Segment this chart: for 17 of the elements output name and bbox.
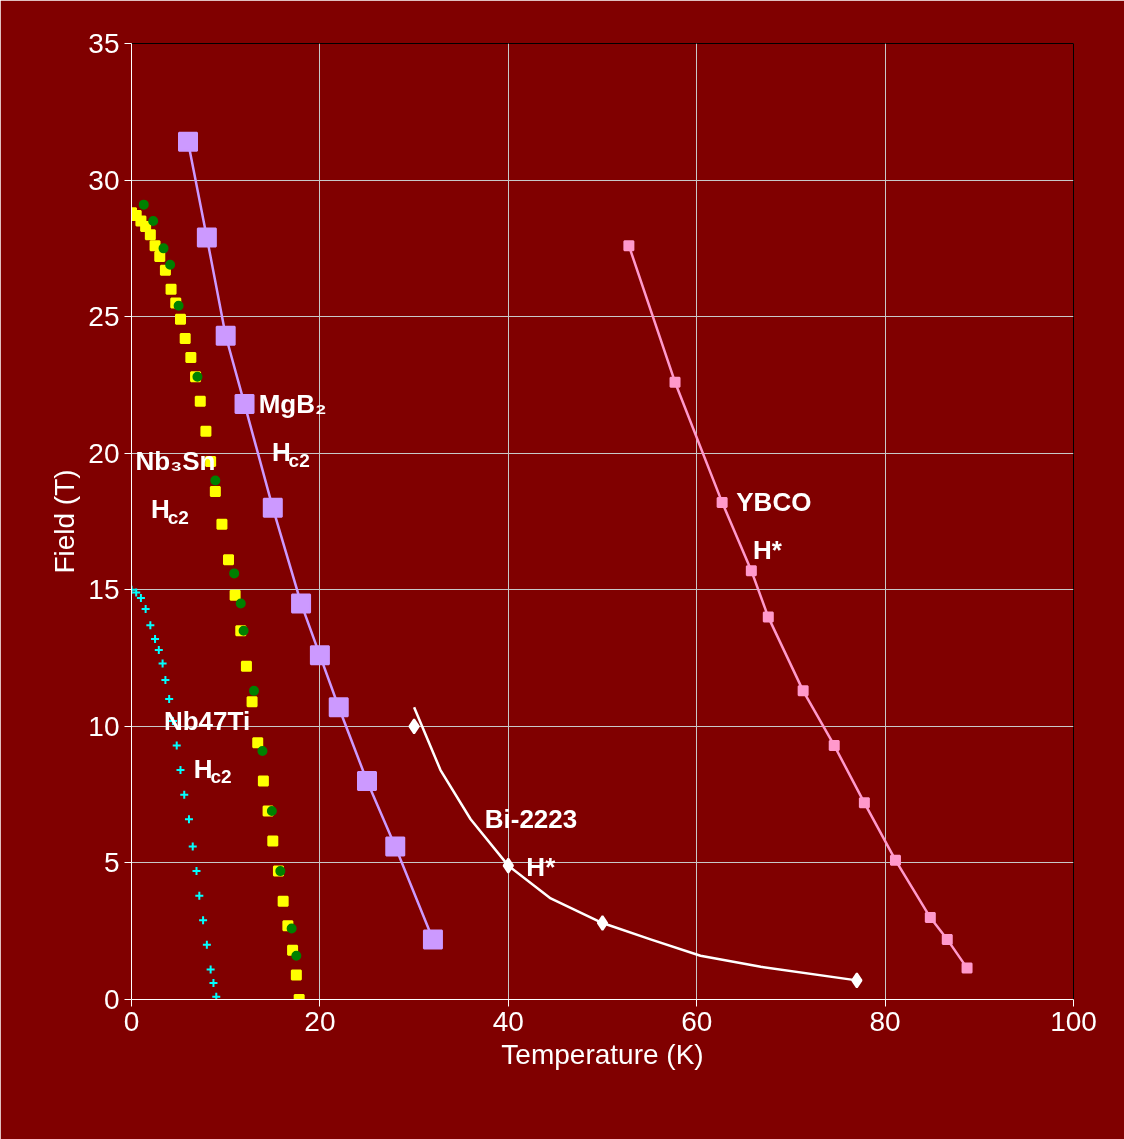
- y-tick-label: 10: [88, 710, 120, 742]
- y-tick-label: 15: [88, 574, 120, 606]
- y-axis-title: Field (T): [49, 469, 81, 574]
- x-tick-label: 40: [492, 1005, 524, 1037]
- y-tick-label: 0: [103, 984, 120, 1015]
- y-tick-label: 35: [88, 28, 120, 59]
- x-tick-label: 0: [123, 1005, 140, 1037]
- x-tick-label: 100: [1050, 1005, 1097, 1037]
- y-tick-label: 25: [88, 301, 120, 333]
- series-label: YBCO H*: [736, 487, 812, 566]
- x-tick-label: 20: [304, 1005, 336, 1037]
- y-tick-label: 5: [103, 847, 120, 879]
- x-tick-label: 80: [869, 1005, 901, 1037]
- y-tick-label: 20: [88, 437, 120, 469]
- x-tick-label: 60: [681, 1005, 713, 1037]
- y-tick-label: 30: [88, 164, 120, 196]
- x-axis-title: Temperature (K): [501, 1038, 704, 1070]
